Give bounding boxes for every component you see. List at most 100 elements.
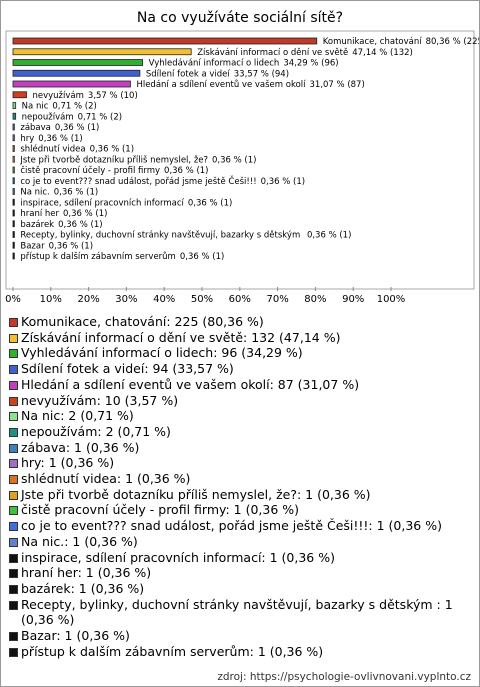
legend-swatch [9, 584, 18, 594]
legend-item: Získávání informací o dění ve světě: 132… [9, 330, 471, 346]
legend-label: Na nic.: 1 (0,36 %) [21, 533, 138, 549]
legend-label: inspirace, sdílení pracovních informací:… [21, 549, 335, 565]
bar-category: Získávání informací o dění ve světě [197, 47, 348, 57]
legend-swatch [9, 506, 18, 516]
x-tick-label: 10% [40, 294, 62, 305]
bar [12, 177, 15, 185]
bar [12, 198, 15, 206]
legend-label: nepoužívám: 2 (0,71 %) [21, 423, 171, 439]
x-tick-label: 30% [115, 294, 137, 305]
legend-swatch [9, 490, 18, 500]
bar [12, 252, 15, 260]
legend-label: Vyhledávání informací o lidech: 96 (34,2… [21, 345, 303, 361]
bar-value-label: 0,36 % (1) [90, 144, 134, 154]
bar-label: Bazar 0,36 % (1) [20, 241, 93, 251]
bar [12, 69, 141, 77]
legend-item: nepoužívám: 2 (0,71 %) [9, 424, 471, 440]
legend-label: bazárek: 1 (0,36 %) [21, 580, 145, 596]
bar-value-label: 0,36 % (1) [63, 209, 107, 219]
legend-label: Jste při tvorbě dotazníku příliš nemysle… [21, 486, 371, 502]
x-tick-label: 50% [191, 294, 213, 305]
chart-title: Na co využíváte sociální sítě? [137, 10, 343, 26]
legend-item: inspirace, sdílení pracovních informací:… [9, 550, 471, 566]
bar-value-label: 33,57 % (94) [234, 69, 289, 79]
bar [12, 220, 15, 228]
legend-item: bazárek: 1 (0,36 %) [9, 581, 471, 597]
bar-value-label: 0,71 % (2) [52, 101, 96, 111]
bar-category: Jste při tvorbě dotazníku příliš nemysle… [19, 154, 208, 165]
bar-value-label: 80,36 % (225) [426, 37, 479, 47]
legend-item: Hledání a sdílení eventů ve vašem okolí:… [9, 377, 471, 393]
bar-value-label: 0,36 % (1) [49, 241, 93, 251]
bar [12, 37, 318, 45]
x-tick-label: 70% [266, 294, 288, 305]
bar-category: zábava [20, 123, 51, 133]
bar-label: hry 0,36 % (1) [20, 133, 82, 143]
bar [12, 80, 131, 88]
legend-item: zábava: 1 (0,36 %) [9, 440, 471, 456]
bar-category: Recepty, bylinky, duchovní stránky navšt… [20, 229, 303, 240]
bar-label: Na nic. 0,36 % (1) [20, 187, 98, 197]
bar-category: shlédnutí videa [20, 143, 85, 154]
bar-label: Jste při tvorbě dotazníku příliš nemysle… [19, 154, 256, 165]
bar [12, 102, 17, 109]
bar-value-label: 0,36 % (1) [188, 198, 232, 208]
bar-category: Na nic [22, 101, 49, 111]
legend-item: Recepty, bylinky, duchovní stránky navšt… [9, 597, 471, 628]
bar-value-label: 0,36 % (1) [58, 219, 102, 229]
bar-category: Bazar [20, 241, 45, 251]
bar-value-label: 31,07 % (87) [310, 80, 365, 90]
bar [12, 209, 15, 217]
bar [12, 134, 15, 142]
legend-label: Recepty, bylinky, duchovní stránky navšt… [21, 596, 453, 628]
bar-label: zábava 0,36 % (1) [20, 123, 99, 133]
bar-value-label: 47,14 % (132) [352, 47, 413, 57]
bar-label: Recepty, bylinky, duchovní stránky navšt… [20, 229, 351, 240]
bar [12, 59, 144, 66]
legend-label: zábava: 1 (0,36 %) [21, 439, 140, 455]
bar-category: čistě pracovní účely - profil firmy [20, 165, 160, 176]
legend-swatch [9, 318, 18, 327]
bar-category: nepoužívám [22, 112, 74, 122]
x-tick-label: 60% [229, 294, 251, 305]
bar-value-label: 0,36 % (1) [212, 155, 256, 165]
bar [12, 91, 27, 99]
bar-label: Hledání a sdílení eventů ve vašem okolí 3… [136, 79, 364, 90]
legend-label: Hledání a sdílení eventů ve vašem okolí:… [21, 376, 360, 392]
bar-category: hry [20, 133, 34, 143]
legend-swatch [9, 537, 18, 547]
bar-category: co je to event??? snad událost, pořád js… [20, 174, 256, 186]
bar-value-label: 0,36 % (1) [307, 230, 351, 240]
legend-label: co je to event??? snad událost, pořád js… [21, 518, 442, 534]
legend-swatch [9, 380, 18, 390]
bar-label: Na nic 0,71 % (2) [22, 101, 97, 111]
bar [12, 241, 15, 249]
bar-value-label: 0,71 % (2) [78, 112, 122, 122]
legend-item: Vyhledávání informací o lidech: 96 (34,2… [9, 345, 471, 361]
legend-label: shlédnutí videa: 1 (0,36 %) [21, 471, 191, 487]
x-tick-label: 80% [304, 294, 326, 305]
legend-swatch [9, 412, 18, 422]
legend-swatch [9, 647, 18, 657]
legend-swatch [9, 522, 18, 532]
bar-value-label: 0,36 % (1) [55, 123, 99, 133]
legend-swatch [9, 427, 18, 437]
legend-item: co je to event??? snad událost, pořád js… [9, 518, 471, 534]
legend-swatch [9, 553, 18, 563]
legend-item: přístup k dalším zábavním serverům: 1 (0… [9, 644, 471, 660]
bar-category: bazárek [20, 219, 54, 229]
bar-category: Sdílení fotek a videí [146, 69, 231, 79]
source: zdroj: https://psychologie-ovlivnovani.v… [217, 671, 471, 683]
bar [12, 155, 15, 163]
legend-swatch [9, 333, 18, 343]
legend-item: Komunikace, chatování: 225 (80,36 %) [9, 314, 471, 330]
legend-label: Na nic: 2 (0,71 %) [21, 408, 134, 424]
bar-label: shlédnutí videa 0,36 % (1) [20, 143, 134, 154]
bar-label: Sdílení fotek a videí 33,57 % (94) [146, 69, 289, 79]
legend-swatch [9, 365, 18, 375]
x-tick-label: 0% [5, 294, 21, 305]
bar [12, 48, 192, 56]
bar-category: přístup k dalším zábavním serverům [20, 251, 175, 262]
bar [12, 123, 15, 131]
